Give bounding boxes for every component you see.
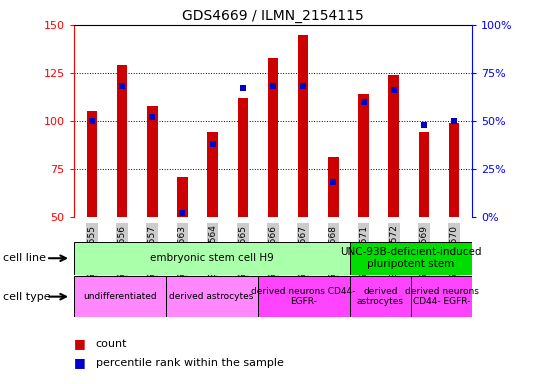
Bar bbox=[207, 132, 218, 217]
Text: derived
astrocytes: derived astrocytes bbox=[357, 287, 404, 306]
Text: percentile rank within the sample: percentile rank within the sample bbox=[96, 358, 283, 368]
Bar bbox=[258, 276, 349, 317]
Bar bbox=[349, 276, 411, 317]
Text: undifferentiated: undifferentiated bbox=[83, 292, 157, 301]
Bar bbox=[117, 65, 127, 217]
Bar bbox=[177, 177, 188, 217]
Bar bbox=[358, 94, 369, 217]
Bar bbox=[268, 58, 278, 217]
Bar bbox=[389, 75, 399, 217]
Text: count: count bbox=[96, 339, 127, 349]
Bar bbox=[165, 276, 258, 317]
Bar bbox=[74, 242, 349, 275]
Text: derived neurons CD44-
EGFR-: derived neurons CD44- EGFR- bbox=[252, 287, 356, 306]
Bar bbox=[147, 106, 157, 217]
Text: embryonic stem cell H9: embryonic stem cell H9 bbox=[150, 253, 274, 263]
Text: ■: ■ bbox=[74, 356, 86, 369]
Text: derived astrocytes: derived astrocytes bbox=[169, 292, 254, 301]
Title: GDS4669 / ILMN_2154115: GDS4669 / ILMN_2154115 bbox=[182, 8, 364, 23]
Bar bbox=[74, 276, 165, 317]
Bar bbox=[87, 111, 97, 217]
Bar bbox=[449, 123, 459, 217]
Bar bbox=[419, 132, 429, 217]
Text: cell type: cell type bbox=[3, 291, 50, 302]
Bar bbox=[328, 157, 339, 217]
Bar bbox=[238, 98, 248, 217]
Text: ■: ■ bbox=[74, 337, 86, 350]
Text: UNC-93B-deficient-induced
pluripotent stem: UNC-93B-deficient-induced pluripotent st… bbox=[340, 247, 482, 269]
Text: derived neurons
CD44- EGFR-: derived neurons CD44- EGFR- bbox=[405, 287, 478, 306]
Bar bbox=[349, 242, 472, 275]
Bar bbox=[298, 35, 308, 217]
Bar bbox=[411, 276, 472, 317]
Text: cell line: cell line bbox=[3, 253, 46, 263]
